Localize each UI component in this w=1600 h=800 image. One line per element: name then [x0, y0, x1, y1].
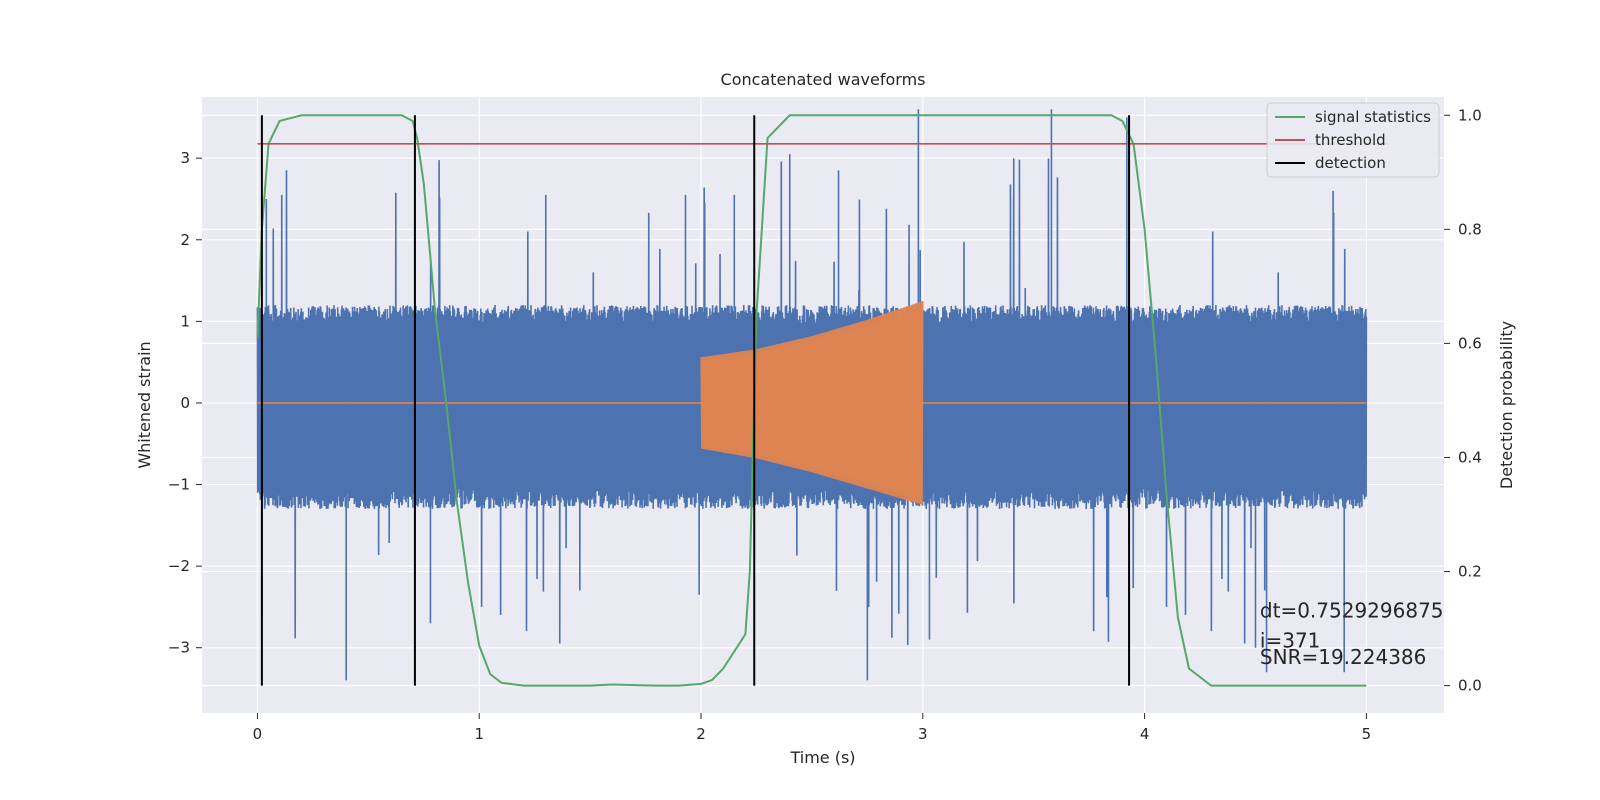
y-tick-label: 0 [180, 394, 190, 412]
y-tick-label: −2 [168, 557, 190, 575]
template-chirp-line [700, 300, 924, 505]
annotation-text: dt=0.7529296875 [1260, 599, 1444, 623]
data-layer [256, 109, 1389, 687]
y2-tick-label: 0.4 [1458, 448, 1482, 466]
strain-series-line [256, 158, 1368, 646]
annotation-text: SNR=19.224386 [1260, 645, 1426, 669]
y2-tick-label: 0.2 [1458, 563, 1482, 581]
legend-label: signal statistics [1315, 108, 1431, 126]
x-axis-label: Time (s) [789, 748, 855, 767]
x-tick-label: 5 [1362, 725, 1372, 743]
x-tick-label: 2 [696, 725, 706, 743]
y-axis-label: Whitened strain [135, 341, 154, 468]
y2-tick-label: 0.8 [1458, 220, 1482, 238]
y2-axis-label: Detection probability [1497, 321, 1516, 489]
axes: 0 1 2 3 4 5 −3 −2 −1 0 1 2 3 0.0 0.2 0.4 0.6 0.8 1.0 [168, 106, 1482, 743]
x-tick-label: 3 [918, 725, 928, 743]
x-tick-label: 0 [253, 725, 263, 743]
y-tick-label: 2 [180, 231, 190, 249]
y2-tick-label: 0.6 [1458, 334, 1482, 352]
y2-tick-label: 0.0 [1458, 677, 1482, 695]
x-tick-label: 1 [474, 725, 484, 743]
annotation-text: i=371 [1260, 629, 1321, 653]
legend-box [1266, 102, 1440, 178]
y-tick-label: −1 [168, 476, 190, 494]
legend: signal statistics threshold detection [1266, 102, 1440, 178]
y-tick-label: 3 [180, 149, 190, 167]
y2-tick-label: 1.0 [1458, 106, 1482, 124]
y-tick-label: −3 [168, 639, 190, 657]
signal-statistics-line [256, 114, 1367, 687]
legend-label: detection [1315, 154, 1386, 172]
y-tick-label: 1 [180, 312, 190, 330]
x-tick-label: 4 [1140, 725, 1150, 743]
legend-label: threshold [1315, 131, 1386, 149]
chart-title: Concatenated waveforms [721, 70, 926, 89]
